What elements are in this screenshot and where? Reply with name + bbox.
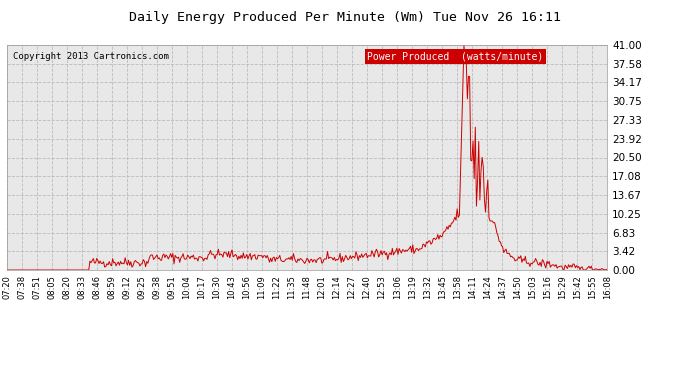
Text: Copyright 2013 Cartronics.com: Copyright 2013 Cartronics.com [13, 52, 169, 61]
Text: Daily Energy Produced Per Minute (Wm) Tue Nov 26 16:11: Daily Energy Produced Per Minute (Wm) Tu… [129, 11, 561, 24]
Text: Power Produced  (watts/minute): Power Produced (watts/minute) [367, 52, 543, 62]
